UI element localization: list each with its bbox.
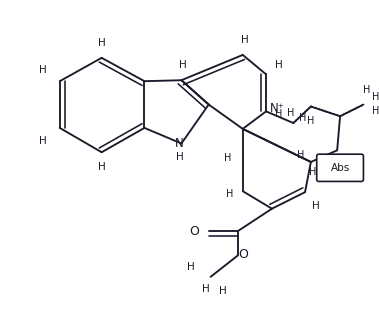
- Text: H: H: [307, 116, 315, 126]
- Text: H: H: [275, 109, 282, 119]
- Text: H: H: [241, 35, 249, 45]
- Text: H: H: [175, 152, 183, 162]
- Text: H: H: [98, 38, 105, 48]
- Text: H: H: [363, 85, 370, 95]
- Text: H: H: [39, 64, 47, 74]
- Text: H: H: [287, 108, 294, 118]
- Text: H: H: [98, 162, 105, 172]
- Text: H: H: [312, 201, 319, 211]
- Text: H: H: [298, 150, 305, 160]
- Text: H: H: [187, 262, 195, 272]
- Text: H: H: [275, 60, 283, 70]
- Text: H: H: [202, 284, 210, 295]
- Text: H: H: [224, 153, 232, 163]
- Text: H: H: [39, 136, 47, 146]
- Text: H: H: [179, 60, 186, 70]
- FancyBboxPatch shape: [317, 154, 363, 181]
- Text: H: H: [373, 106, 379, 116]
- Text: H: H: [226, 189, 234, 199]
- Text: Abs: Abs: [330, 163, 350, 173]
- Text: H: H: [299, 113, 307, 123]
- Text: N: N: [175, 137, 184, 150]
- Text: H: H: [219, 286, 227, 297]
- Text: O: O: [189, 224, 199, 238]
- Text: N⁺: N⁺: [269, 102, 284, 115]
- Text: O: O: [238, 248, 248, 261]
- Text: H: H: [309, 167, 316, 177]
- Text: H: H: [373, 92, 379, 102]
